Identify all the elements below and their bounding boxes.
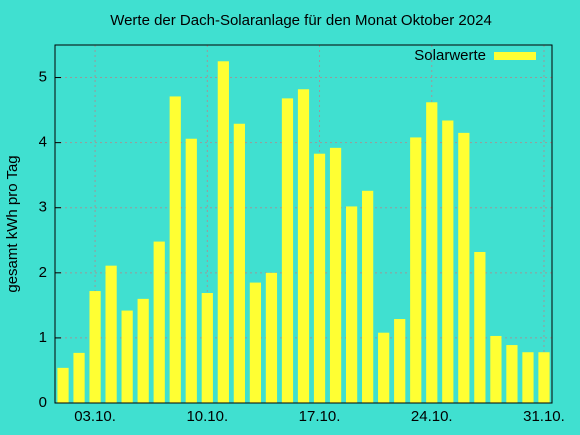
bar [410, 137, 422, 404]
y-tick-label: 4 [39, 134, 47, 151]
bar [265, 272, 278, 403]
y-tick-label: 1 [39, 329, 47, 346]
bar [458, 132, 470, 403]
x-tick-label: 17.10. [299, 408, 341, 425]
legend-label: Solarwerte [414, 47, 486, 64]
bar [201, 292, 213, 403]
bar [57, 367, 69, 403]
bar [345, 206, 358, 403]
bar [297, 89, 310, 404]
chart-title: Werte der Dach-Solaranlage für den Monat… [110, 12, 492, 29]
bar [538, 352, 550, 403]
bar [362, 190, 374, 403]
x-tick-label: 10.10. [186, 408, 228, 425]
bar [121, 310, 133, 403]
bar [249, 282, 262, 403]
bar [474, 251, 486, 403]
x-tick-label: 24.10. [411, 408, 453, 425]
plot-frame [54, 44, 553, 404]
legend-swatch [494, 52, 536, 60]
bar [185, 138, 197, 404]
y-tick-label: 2 [39, 264, 47, 281]
bar [281, 98, 294, 403]
bar [169, 96, 181, 404]
bar [137, 298, 149, 403]
bar [490, 335, 502, 403]
bar [506, 345, 518, 403]
bar [426, 102, 438, 403]
bar [522, 352, 534, 403]
bar [89, 291, 101, 403]
bar [442, 120, 454, 403]
bar [394, 319, 406, 403]
bar [329, 147, 342, 403]
x-tick-label: 31.10. [523, 408, 565, 425]
bar [313, 153, 326, 403]
bar [105, 265, 117, 403]
bar [73, 352, 85, 403]
bar [233, 123, 245, 403]
y-tick-label: 3 [39, 199, 47, 216]
y-axis-label: gesamt kWh pro Tag [4, 155, 21, 292]
bar [217, 61, 229, 403]
x-tick-label: 03.10. [74, 408, 116, 425]
y-tick-label: 5 [39, 69, 47, 86]
bar [378, 332, 390, 403]
y-tick-label: 0 [39, 394, 47, 411]
bar [153, 241, 165, 403]
